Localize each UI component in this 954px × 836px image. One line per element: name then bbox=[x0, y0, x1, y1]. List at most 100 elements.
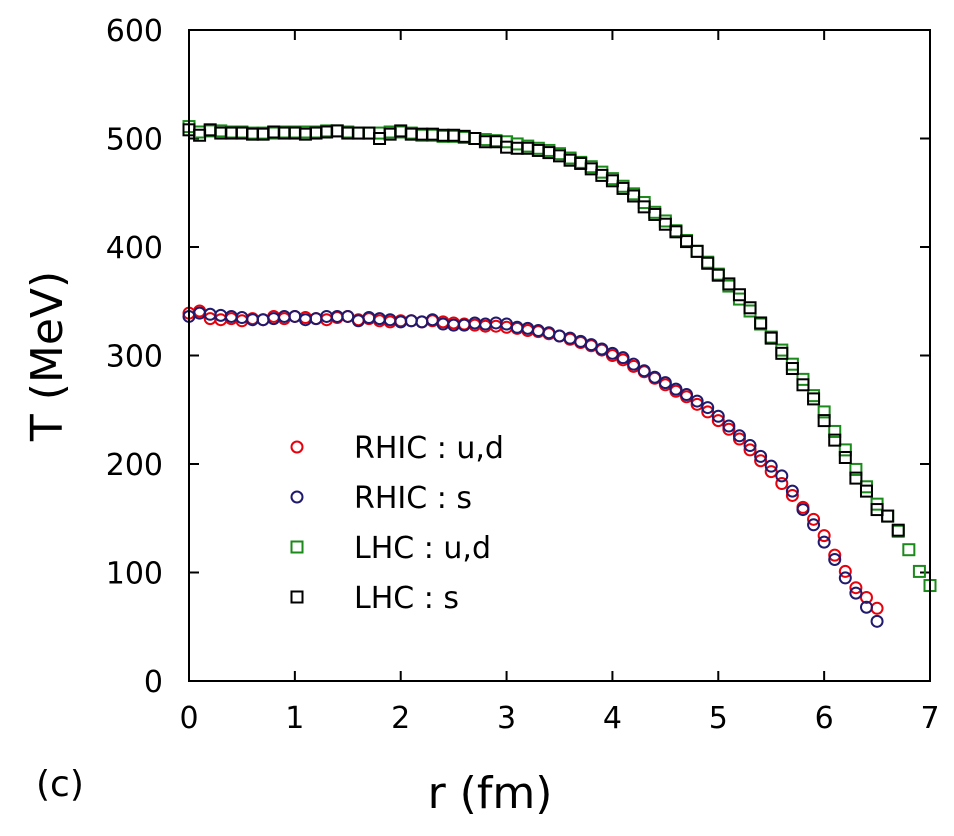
data-point bbox=[859, 480, 873, 494]
x-tick-label: 2 bbox=[391, 701, 410, 736]
data-point bbox=[849, 586, 863, 600]
y-tick-label: 200 bbox=[106, 448, 163, 483]
legend-marker bbox=[290, 490, 304, 504]
data-point bbox=[595, 165, 609, 179]
data-point bbox=[658, 376, 672, 390]
data-series bbox=[182, 120, 937, 628]
data-point bbox=[404, 314, 418, 328]
legend-label: LHC : u,d bbox=[354, 531, 491, 566]
data-point bbox=[680, 235, 694, 249]
data-point bbox=[722, 419, 736, 433]
data-point bbox=[764, 459, 778, 473]
data-point bbox=[648, 370, 662, 384]
y-tick-label: 400 bbox=[106, 231, 163, 266]
data-point bbox=[309, 312, 323, 326]
data-point bbox=[510, 141, 524, 155]
data-point bbox=[468, 132, 482, 145]
data-point bbox=[817, 405, 831, 419]
axis-ticks: 0 1 2 3 4 5 6 7 0 100 200 300 400 500 600 bbox=[106, 14, 940, 736]
panel-label: (c) bbox=[36, 764, 84, 805]
data-point bbox=[881, 509, 895, 523]
x-tick-label: 3 bbox=[497, 701, 516, 736]
data-point bbox=[828, 548, 842, 562]
data-point bbox=[838, 450, 852, 464]
data-point bbox=[330, 124, 344, 138]
data-point bbox=[785, 488, 799, 502]
data-point bbox=[330, 124, 344, 138]
data-point bbox=[817, 535, 831, 549]
x-axis-title: r (fm) bbox=[428, 768, 553, 819]
data-point bbox=[690, 244, 704, 258]
data-point bbox=[743, 439, 757, 453]
series-3 bbox=[182, 123, 905, 537]
data-point bbox=[722, 277, 736, 291]
y-tick-label: 300 bbox=[106, 340, 163, 375]
legend-marker bbox=[290, 540, 304, 554]
data-point bbox=[351, 126, 365, 140]
data-point bbox=[775, 343, 789, 357]
y-tick-label: 500 bbox=[106, 123, 163, 158]
data-point bbox=[849, 471, 863, 485]
x-tick-label: 4 bbox=[603, 701, 622, 736]
data-point bbox=[341, 309, 355, 323]
legend-label: LHC : s bbox=[354, 581, 459, 616]
data-point bbox=[351, 126, 365, 140]
data-point bbox=[807, 512, 821, 526]
data-point bbox=[828, 424, 842, 438]
data-point bbox=[849, 462, 863, 476]
legend-marker bbox=[290, 440, 304, 454]
data-point bbox=[849, 581, 863, 595]
data-point bbox=[817, 414, 831, 428]
data-point bbox=[711, 414, 725, 428]
legend-label: RHIC : s bbox=[354, 481, 472, 516]
data-point bbox=[838, 571, 852, 585]
data-point bbox=[627, 357, 641, 371]
data-point bbox=[362, 126, 376, 140]
data-point bbox=[468, 132, 482, 145]
data-point bbox=[690, 394, 704, 408]
data-point bbox=[584, 162, 598, 176]
data-point bbox=[859, 600, 873, 614]
data-point bbox=[605, 346, 619, 360]
x-tick-label: 5 bbox=[709, 701, 728, 736]
legend-item: RHIC : s bbox=[290, 481, 472, 516]
data-point bbox=[828, 433, 842, 447]
data-point bbox=[807, 518, 821, 532]
data-point bbox=[425, 313, 439, 327]
data-point bbox=[701, 401, 715, 415]
data-point bbox=[785, 484, 799, 498]
y-tick-label: 100 bbox=[106, 557, 163, 592]
data-point bbox=[902, 543, 916, 557]
data-point bbox=[415, 315, 429, 329]
data-point bbox=[838, 443, 852, 457]
data-point bbox=[807, 392, 821, 406]
data-point bbox=[764, 331, 778, 345]
data-point bbox=[362, 126, 376, 140]
data-point bbox=[648, 207, 662, 221]
x-tick-label: 7 bbox=[920, 701, 939, 736]
data-point bbox=[732, 429, 746, 443]
data-point bbox=[595, 342, 609, 356]
legend-item: RHIC : u,d bbox=[290, 431, 504, 466]
y-tick-label: 0 bbox=[144, 665, 163, 700]
data-point bbox=[690, 244, 704, 258]
data-point bbox=[584, 338, 598, 352]
data-point bbox=[637, 364, 651, 378]
data-point bbox=[256, 313, 270, 327]
data-point bbox=[754, 449, 768, 463]
data-point bbox=[510, 137, 524, 151]
data-point bbox=[732, 292, 746, 306]
legend-label: RHIC : u,d bbox=[354, 431, 504, 466]
series-2 bbox=[182, 120, 937, 593]
data-point bbox=[754, 454, 768, 468]
data-point bbox=[796, 503, 810, 517]
plot-frame bbox=[188, 29, 931, 682]
data-point bbox=[775, 346, 789, 360]
series-1 bbox=[182, 306, 884, 628]
data-point bbox=[627, 189, 641, 203]
legend-marker bbox=[290, 590, 304, 604]
data-point bbox=[616, 181, 630, 195]
data-point bbox=[859, 484, 873, 498]
data-point bbox=[775, 469, 789, 483]
